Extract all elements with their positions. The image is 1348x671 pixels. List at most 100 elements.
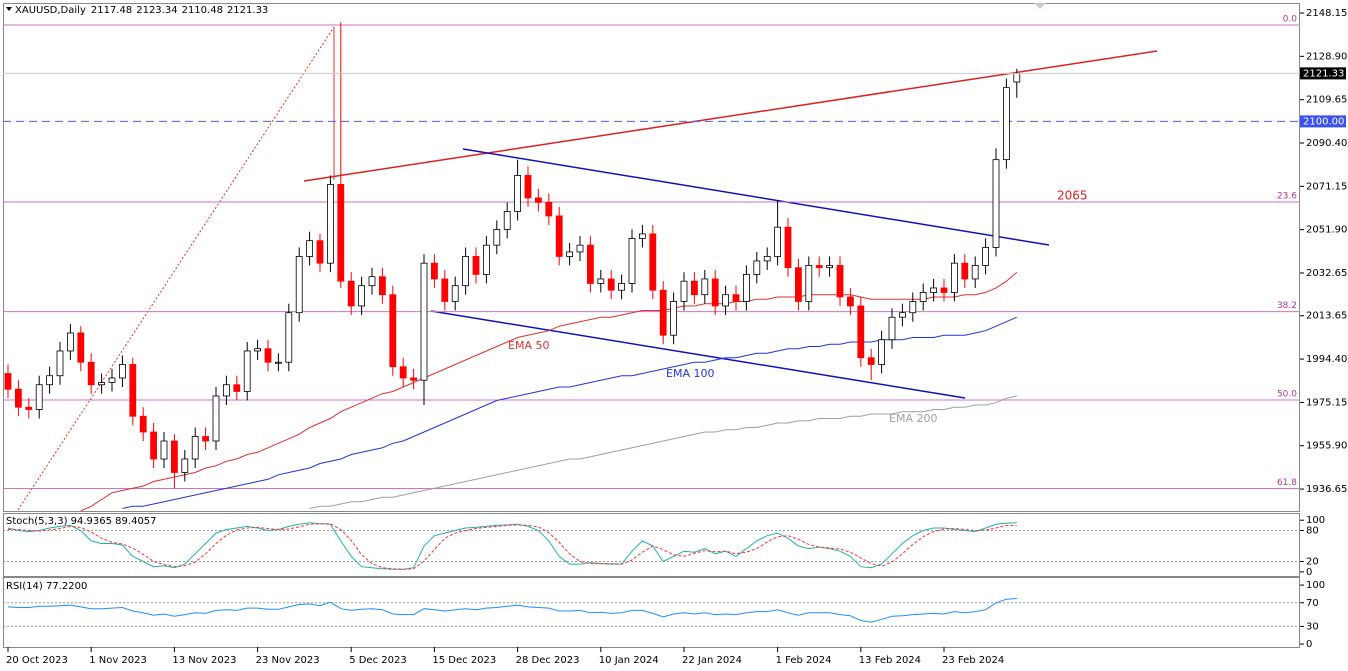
candle-body [639, 233, 646, 239]
candle-body [971, 265, 979, 280]
candle-body [56, 350, 64, 377]
hline-price-label: 2100.00 [1303, 116, 1344, 127]
y-tick-label: 30 [1306, 621, 1319, 632]
x-tick-label: 13 Nov 2023 [172, 655, 236, 666]
x-tick-label: 1 Feb 2024 [776, 655, 832, 666]
candle-body [326, 184, 334, 264]
resistance-trendline [303, 50, 1158, 182]
candle-body [711, 278, 719, 307]
candle-body [441, 278, 449, 302]
channel-upper-line [462, 148, 1050, 246]
line-series [309, 395, 1017, 509]
fib-label: 0.0 [1283, 15, 1298, 25]
y-tick-label: 0 [1306, 567, 1312, 578]
candle-body [836, 265, 844, 298]
panel [3, 22, 1300, 511]
y-tick-label: 2071.15 [1306, 181, 1347, 192]
menu-arrow[interactable] [6, 7, 12, 11]
candle-body [524, 175, 532, 199]
fib-label: 50.0 [1277, 390, 1297, 400]
fib-label: 38.2 [1277, 301, 1297, 311]
y-tick-label: 80 [1306, 526, 1319, 537]
y-tick-label: 2109.65 [1306, 95, 1347, 106]
candle-body [285, 312, 293, 363]
candle-body [181, 458, 189, 473]
panel [3, 522, 1300, 570]
candle-body [160, 440, 168, 460]
x-tick-label: 13 Feb 2024 [859, 655, 921, 666]
candle-body [191, 436, 199, 460]
candle-body [535, 197, 542, 203]
candle-body [35, 384, 43, 410]
candle-body [909, 301, 917, 314]
shift-marker [1034, 3, 1046, 9]
candle-body [691, 280, 698, 296]
y-tick-label: 100 [1306, 580, 1325, 591]
stoch-title: Stoch(5,3,3) 94.9365 89.4057 [6, 516, 157, 527]
channel-lower-line [430, 310, 966, 399]
current-price-box [1300, 67, 1346, 80]
candle-body [337, 184, 345, 282]
panel [3, 598, 1300, 627]
close-value: 2121.33 [227, 5, 268, 16]
candle-body [451, 285, 459, 302]
rsi-title: RSI(14) 77.2200 [6, 581, 87, 592]
candle-body [940, 287, 948, 293]
y-tick-label: 2090.40 [1306, 138, 1347, 149]
y-tick-label: 2032.65 [1306, 268, 1347, 279]
candle-body [857, 305, 865, 359]
candle-body [274, 361, 282, 364]
candle-body [992, 159, 1000, 248]
candle-body [295, 256, 303, 314]
candle-body [566, 251, 573, 257]
candle-body [732, 294, 740, 302]
x-tick-label: 1 Nov 2023 [89, 655, 147, 666]
candle-body [233, 384, 241, 392]
annotation: 2065 [1057, 189, 1088, 203]
candle-body [212, 395, 220, 442]
x-tick-label: 28 Dec 2023 [516, 655, 580, 666]
x-tick-label: 23 Nov 2023 [256, 655, 320, 666]
candle-body [46, 375, 53, 386]
candle-body [805, 265, 813, 302]
candle-body [378, 276, 386, 296]
candle-body [14, 388, 22, 408]
candle-body [930, 287, 937, 293]
candle-body [389, 294, 397, 368]
candle-body [514, 175, 521, 212]
low-value: 2110.48 [182, 5, 223, 16]
y-tick-label: 1955.90 [1306, 441, 1347, 452]
y-tick-label: 1975.15 [1306, 397, 1347, 408]
candle-body [815, 265, 823, 269]
candle-body [87, 361, 95, 386]
candle-body [867, 357, 875, 365]
candle-body [618, 283, 625, 291]
candle-body [493, 229, 501, 246]
candle-body [139, 415, 147, 433]
candle-body [119, 364, 126, 379]
candle-body [98, 382, 105, 386]
candle-body [784, 226, 792, 269]
chart-title: XAUUSD,Daily [15, 5, 86, 16]
y-tick-label: 20 [1306, 557, 1319, 568]
candle-body [1003, 87, 1010, 161]
y-tick-label: 2013.65 [1306, 311, 1347, 322]
candle-body [587, 244, 594, 284]
candle-body [129, 364, 137, 417]
y-tick-label: 0 [1306, 639, 1312, 650]
hline-price-box [1300, 115, 1346, 128]
candle-body [202, 436, 210, 442]
candle-body [243, 350, 251, 392]
candle-body [555, 215, 563, 257]
y-tick-label: 70 [1306, 598, 1319, 609]
candle-body [743, 274, 750, 302]
candle-body [670, 301, 677, 336]
candle-body [430, 262, 438, 280]
y-tick-label: 2148.15 [1306, 8, 1347, 19]
candle-body [108, 377, 116, 383]
fib-label: 61.8 [1277, 478, 1297, 488]
candle-body [774, 226, 781, 257]
x-tick-label: 15 Dec 2023 [432, 655, 496, 666]
candle-body [25, 406, 33, 410]
